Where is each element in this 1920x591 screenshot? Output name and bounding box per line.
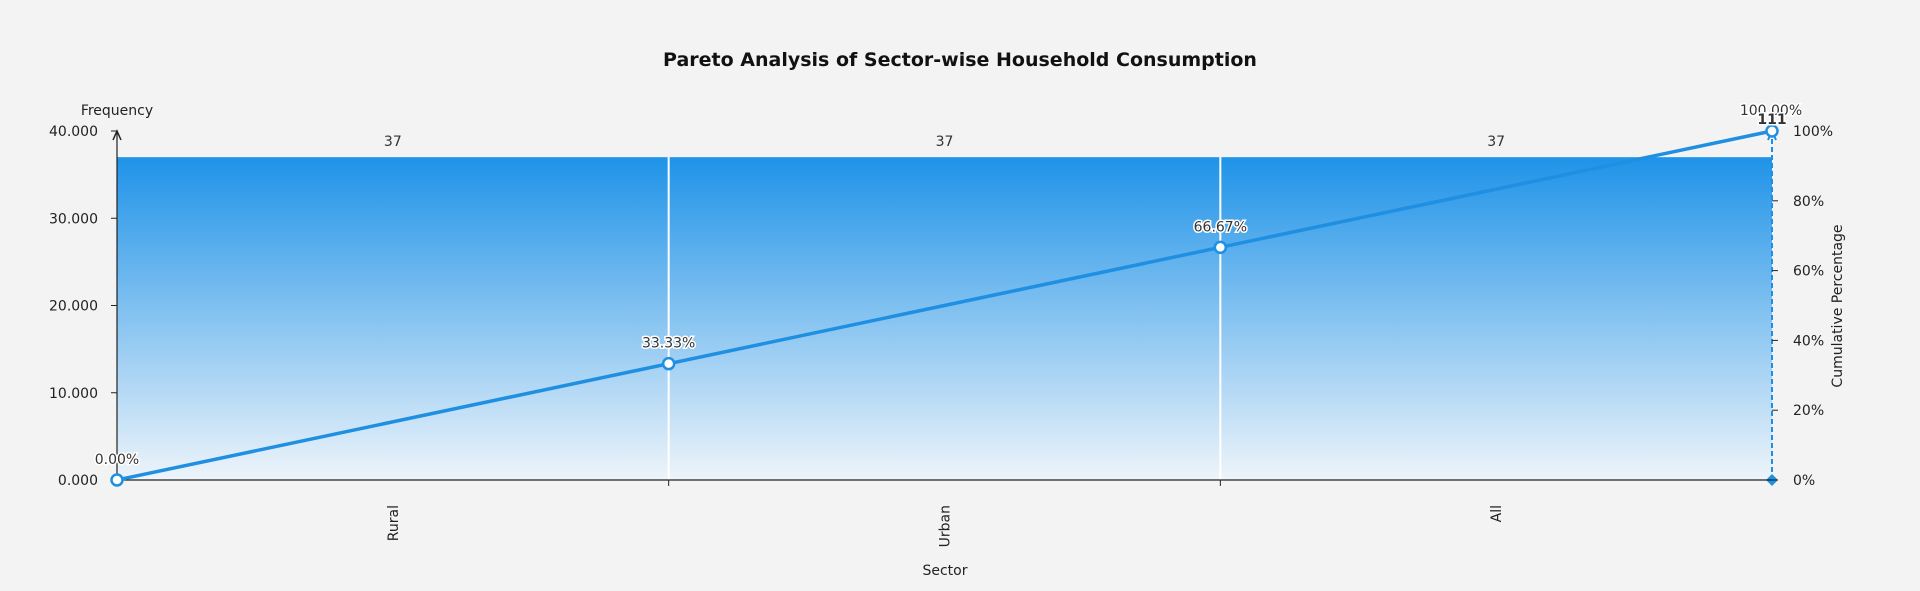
bar-1[interactable]	[117, 157, 669, 481]
cumulative-percent-label: 66.67%	[1194, 219, 1247, 235]
bar-value-label: 37	[384, 134, 402, 150]
bar-3[interactable]	[1220, 157, 1772, 481]
x-axis-title: Sector	[922, 563, 967, 579]
y2-tick-label: 100%	[1793, 124, 1833, 140]
cumulative-line-layer: 0.00% 33.33% 66.67% 100.00%111	[93, 102, 1804, 487]
cumulative-point[interactable]	[1213, 240, 1228, 255]
y-tick-label: 40.000	[49, 124, 98, 140]
y-tick-label: 20.000	[49, 299, 98, 315]
bar-value-label: 37	[936, 134, 954, 150]
y2-tick-label: 80%	[1793, 194, 1824, 210]
x-tick-label: Urban	[938, 505, 954, 547]
y2-tick-label: 0%	[1793, 473, 1815, 489]
bars-layer: 37 37 37	[117, 134, 1772, 481]
cumulative-percent-label: 100.00%	[1740, 103, 1802, 119]
y-tick-label: 30.000	[49, 211, 98, 227]
cumulative-percent-label: 33.33%	[642, 336, 695, 352]
cumulative-point[interactable]	[110, 473, 124, 487]
y2-tick-label: 60%	[1793, 264, 1824, 280]
y2-tick-label: 40%	[1793, 333, 1824, 349]
bar-value-label: 37	[1487, 134, 1505, 150]
y2-tick-label: 20%	[1793, 403, 1824, 419]
total-label: 111	[1757, 112, 1786, 128]
y-axis-title: Frequency	[81, 103, 153, 119]
y2-axis-title: Cumulative Percentage	[1830, 224, 1846, 387]
cumulative-point[interactable]	[661, 356, 676, 371]
axes-layer: 0.000 10.000 20.000 30.000 40.000 0% 20% 40% 60%…	[49, 124, 1833, 547]
bar-2[interactable]	[668, 157, 1221, 481]
cumulative-percent-label: 0.00%	[95, 452, 139, 468]
y-tick-label: 10.000	[49, 386, 98, 402]
x-tick-label: Rural	[386, 505, 402, 541]
cumulative-line	[116, 129, 1773, 482]
cumulative-point[interactable]	[1765, 124, 1779, 138]
y-tick-label: 0.000	[58, 473, 98, 489]
chart-title: Pareto Analysis of Sector-wise Household…	[663, 49, 1257, 71]
x-tick-label: All	[1489, 505, 1505, 522]
